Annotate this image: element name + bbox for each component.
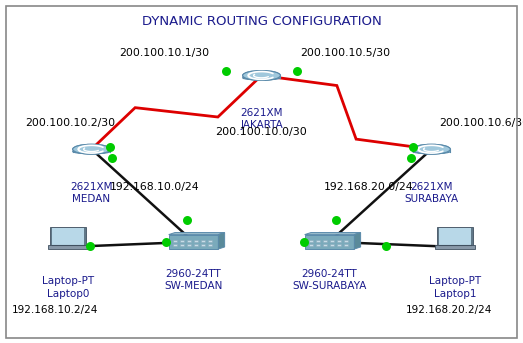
Text: Laptop-PT
Laptop1: Laptop-PT Laptop1: [429, 276, 481, 298]
Ellipse shape: [243, 75, 280, 80]
Point: [406, 155, 415, 161]
Bar: [208, 244, 212, 247]
Bar: [52, 228, 84, 245]
Bar: [194, 244, 198, 247]
Ellipse shape: [73, 144, 110, 154]
Text: 200.100.10.5/30: 200.100.10.5/30: [300, 48, 390, 58]
Bar: [337, 240, 342, 243]
Text: 200.100.10.6/30: 200.100.10.6/30: [439, 118, 523, 129]
Bar: [201, 244, 206, 247]
Ellipse shape: [413, 149, 450, 154]
Polygon shape: [73, 149, 110, 152]
Bar: [309, 244, 313, 247]
Polygon shape: [355, 233, 361, 249]
Point: [183, 217, 191, 222]
Bar: [323, 240, 327, 243]
Bar: [194, 240, 198, 243]
Text: Laptop-PT
Laptop0: Laptop-PT Laptop0: [42, 276, 94, 298]
Text: 2960-24TT
SW-MEDAN: 2960-24TT SW-MEDAN: [164, 269, 223, 291]
Bar: [330, 244, 334, 247]
Bar: [304, 235, 355, 249]
Ellipse shape: [73, 144, 110, 154]
Bar: [435, 245, 475, 249]
Point: [108, 155, 117, 161]
Polygon shape: [219, 233, 225, 249]
Bar: [323, 244, 327, 247]
Text: 2621XM
MEDAN: 2621XM MEDAN: [70, 182, 113, 204]
Bar: [168, 235, 219, 249]
Ellipse shape: [73, 149, 110, 154]
Bar: [180, 240, 184, 243]
Bar: [344, 240, 348, 243]
Text: 2621XM
SURABAYA: 2621XM SURABAYA: [404, 182, 459, 204]
Ellipse shape: [413, 144, 450, 154]
Text: 192.168.20.0/24: 192.168.20.0/24: [324, 182, 414, 192]
Bar: [187, 240, 191, 243]
Text: 192.168.10.0/24: 192.168.10.0/24: [109, 182, 199, 192]
Point: [382, 244, 390, 249]
Point: [106, 145, 114, 150]
Point: [300, 239, 309, 245]
Bar: [201, 240, 206, 243]
Polygon shape: [413, 149, 450, 152]
Bar: [330, 240, 334, 243]
Bar: [48, 245, 87, 249]
Text: 2621XM
JAKARTA: 2621XM JAKARTA: [240, 108, 283, 130]
Polygon shape: [168, 233, 225, 235]
Point: [86, 244, 94, 249]
Bar: [316, 244, 320, 247]
Point: [409, 145, 417, 150]
Bar: [309, 240, 313, 243]
Bar: [173, 240, 177, 243]
Bar: [208, 240, 212, 243]
Text: 2960-24TT
SW-SURABAYA: 2960-24TT SW-SURABAYA: [292, 269, 367, 291]
Text: DYNAMIC ROUTING CONFIGURATION: DYNAMIC ROUTING CONFIGURATION: [142, 15, 381, 28]
Ellipse shape: [243, 71, 280, 80]
Bar: [437, 227, 473, 246]
Bar: [344, 244, 348, 247]
Bar: [439, 228, 471, 245]
Text: 200.100.10.2/30: 200.100.10.2/30: [25, 118, 115, 129]
Text: 192.168.20.2/24: 192.168.20.2/24: [405, 305, 492, 316]
Bar: [337, 244, 342, 247]
Polygon shape: [304, 233, 361, 235]
Bar: [187, 244, 191, 247]
Text: 192.168.10.2/24: 192.168.10.2/24: [12, 305, 98, 316]
Point: [293, 69, 301, 74]
Ellipse shape: [243, 71, 280, 80]
Bar: [180, 244, 184, 247]
Text: 200.100.10.1/30: 200.100.10.1/30: [120, 48, 210, 58]
Point: [332, 217, 340, 222]
Polygon shape: [243, 75, 280, 78]
Bar: [173, 244, 177, 247]
Point: [222, 69, 230, 74]
Bar: [50, 227, 86, 246]
Ellipse shape: [413, 144, 450, 154]
Point: [162, 239, 170, 245]
Bar: [316, 240, 320, 243]
Text: 200.100.10.0/30: 200.100.10.0/30: [215, 127, 308, 137]
